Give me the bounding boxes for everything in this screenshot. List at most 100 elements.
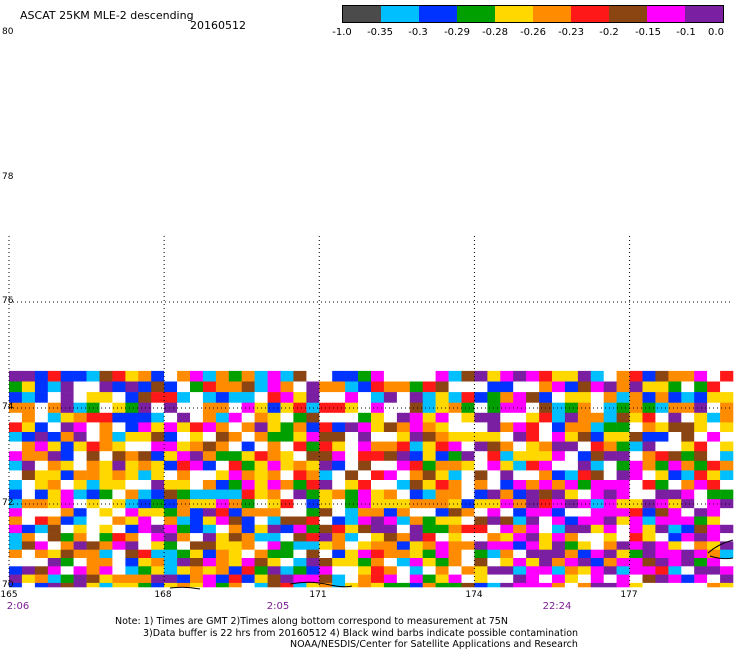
data-cell bbox=[409, 460, 423, 471]
data-cell bbox=[720, 422, 734, 433]
data-cell bbox=[526, 412, 540, 423]
colorbar-label: -0.23 bbox=[558, 27, 584, 38]
data-cell bbox=[73, 566, 87, 575]
data-cell bbox=[345, 392, 359, 403]
data-cell bbox=[629, 470, 643, 481]
data-cell bbox=[267, 516, 281, 526]
data-cell bbox=[668, 480, 682, 490]
data-cell bbox=[668, 566, 682, 575]
data-cell bbox=[616, 422, 630, 433]
data-cell bbox=[668, 432, 682, 442]
data-cell bbox=[228, 392, 242, 403]
data-cell bbox=[138, 422, 152, 433]
data-cell bbox=[409, 392, 423, 403]
data-cell bbox=[254, 432, 268, 442]
data-cell bbox=[332, 432, 346, 442]
data-cell bbox=[112, 499, 126, 509]
data-cell bbox=[215, 533, 230, 542]
data-cell bbox=[332, 516, 346, 526]
data-cell bbox=[73, 370, 87, 382]
data-cell bbox=[177, 489, 191, 500]
data-cell bbox=[267, 370, 281, 382]
data-cell bbox=[9, 432, 23, 442]
data-cell bbox=[487, 489, 501, 500]
data-cell bbox=[564, 582, 579, 588]
data-cell bbox=[720, 541, 734, 550]
data-cell bbox=[164, 489, 178, 500]
data-cell bbox=[371, 549, 385, 559]
data-cell bbox=[190, 392, 204, 403]
data-cell bbox=[47, 402, 61, 414]
data-cell bbox=[332, 489, 346, 500]
data-cell bbox=[577, 402, 592, 414]
data-cell bbox=[319, 370, 333, 382]
data-cell bbox=[332, 541, 346, 550]
data-cell bbox=[629, 480, 643, 490]
data-cell bbox=[422, 412, 436, 423]
data-cell bbox=[590, 516, 604, 526]
data-cell bbox=[60, 451, 74, 462]
data-cell bbox=[319, 574, 333, 584]
data-cell bbox=[655, 582, 669, 588]
data-cell bbox=[21, 549, 36, 559]
data-cell bbox=[9, 381, 23, 393]
data-cell bbox=[629, 558, 643, 567]
lon-label: 171 bbox=[309, 590, 327, 600]
data-cell bbox=[396, 533, 411, 542]
data-cell bbox=[332, 441, 346, 452]
data-cell bbox=[254, 566, 268, 575]
data-cell bbox=[552, 533, 566, 542]
data-cell bbox=[590, 524, 604, 534]
data-cell bbox=[655, 412, 669, 423]
data-cell bbox=[539, 541, 553, 550]
data-cell bbox=[280, 574, 294, 584]
data-cell bbox=[513, 432, 527, 442]
data-cell bbox=[448, 541, 462, 550]
data-cell bbox=[21, 392, 36, 403]
data-cell bbox=[47, 480, 61, 490]
data-cell bbox=[345, 499, 359, 509]
data-cell bbox=[371, 422, 385, 433]
data-cell bbox=[500, 508, 514, 517]
data-cell bbox=[383, 460, 398, 471]
data-cell bbox=[371, 451, 385, 462]
data-cell bbox=[383, 558, 398, 567]
data-cell bbox=[293, 524, 307, 534]
data-cell bbox=[306, 489, 320, 500]
data-cell bbox=[164, 516, 178, 526]
data-cell bbox=[60, 516, 74, 526]
data-cell bbox=[345, 549, 359, 559]
data-cell bbox=[448, 566, 462, 575]
data-cell bbox=[668, 549, 682, 559]
data-cell bbox=[86, 533, 100, 542]
data-cell bbox=[500, 558, 514, 567]
data-cell bbox=[73, 508, 87, 517]
data-cell bbox=[202, 412, 217, 423]
data-cell bbox=[125, 489, 139, 500]
data-cell bbox=[720, 499, 734, 509]
data-cell bbox=[86, 541, 100, 550]
data-cell bbox=[526, 582, 540, 588]
data-cell bbox=[345, 489, 359, 500]
data-cell bbox=[603, 541, 617, 550]
data-cell bbox=[422, 441, 436, 452]
data-cell bbox=[280, 516, 294, 526]
time-label: 22:24 bbox=[542, 601, 572, 612]
data-cell bbox=[177, 499, 191, 509]
data-cell bbox=[73, 432, 87, 442]
data-cell bbox=[60, 533, 74, 542]
data-cell bbox=[422, 489, 436, 500]
data-cell bbox=[707, 422, 721, 433]
data-cell bbox=[383, 533, 398, 542]
data-cell bbox=[487, 381, 501, 393]
data-cell bbox=[422, 541, 436, 550]
data-cell bbox=[280, 370, 294, 382]
data-cell bbox=[720, 441, 734, 452]
data-cell bbox=[474, 516, 488, 526]
data-cell bbox=[358, 582, 372, 588]
data-cell bbox=[487, 412, 501, 423]
data-cell bbox=[396, 370, 411, 382]
data-cell bbox=[151, 412, 165, 423]
data-cell bbox=[190, 412, 204, 423]
data-cell bbox=[720, 516, 734, 526]
